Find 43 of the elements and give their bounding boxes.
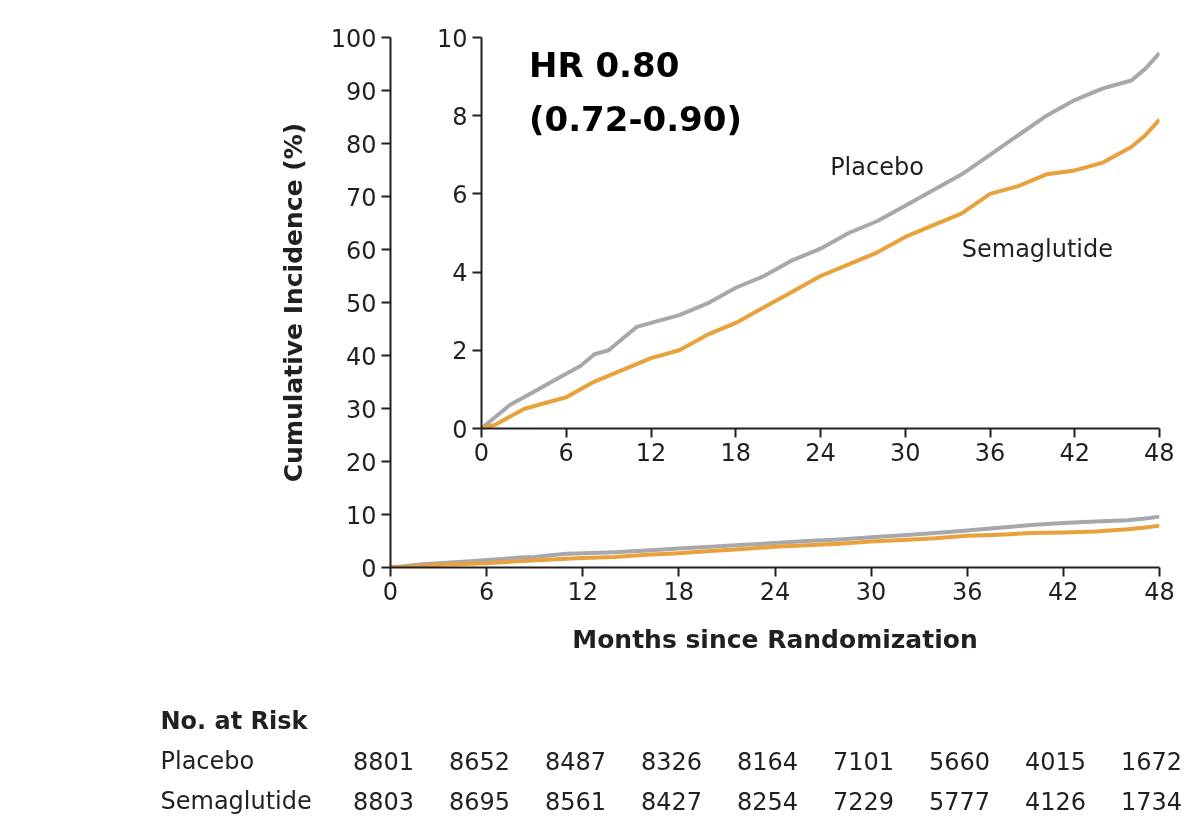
- x-tick-label: 0: [382, 577, 399, 606]
- y-tick-label: 80: [345, 130, 377, 159]
- x-tick-label: 42: [1059, 438, 1091, 467]
- y-tick-label: 0: [361, 554, 377, 583]
- y-tick-label: 2: [452, 337, 468, 366]
- y-tick-label: 10: [345, 501, 377, 530]
- y-tick-label: 70: [345, 183, 377, 212]
- y-tick-label: 40: [345, 342, 377, 371]
- annotation: HR 0.80 (0.72-0.90): [528, 45, 742, 140]
- x-tick-label: 48: [1143, 438, 1175, 467]
- y-tick-label: 8: [452, 102, 468, 131]
- y-tick-label: 60: [345, 236, 377, 265]
- y-tick-label: 30: [345, 395, 377, 424]
- x-tick-label: 30: [855, 577, 887, 606]
- x-tick-label: 12: [567, 577, 599, 606]
- text: Placebo 8801 8652 8487 8326 8164 7101 5660 4015 1672: [160, 746, 1183, 776]
- y-tick-label: 4: [452, 259, 468, 288]
- x-tick-label: 18: [663, 577, 695, 606]
- text: Semaglutide 8803 8695 8561 8427 8254 7229 5777 4126 1734: [160, 786, 1183, 816]
- x-tick-label: 42: [1048, 577, 1079, 606]
- y-tick-label: 90: [345, 77, 377, 106]
- x-tick-label: 6: [558, 438, 574, 467]
- x-tick-label: 24: [805, 438, 836, 467]
- y-tick-label: 100: [330, 24, 377, 53]
- y-axis-title: Cumulative Incidence (%): [278, 122, 308, 483]
- y-tick-label: 50: [345, 289, 377, 318]
- x-tick-label: 12: [635, 438, 667, 467]
- x-tick-label: 6: [478, 577, 495, 606]
- text: No. at Risk: [160, 706, 309, 735]
- x-tick-label: 36: [974, 438, 1006, 467]
- x-tick-label: 24: [759, 577, 791, 606]
- x-tick-label: 48: [1144, 577, 1175, 606]
- y-tick-label: 6: [452, 180, 468, 209]
- x-tick-label: 18: [720, 438, 752, 467]
- y-tick-label: 0: [452, 415, 468, 444]
- x-tick-label: 30: [889, 438, 921, 467]
- y-tick-label: 10: [436, 24, 468, 53]
- y-tick-label: 20: [345, 448, 377, 477]
- x-axis-title: Months since Randomization: [572, 624, 978, 654]
- x-tick-label: 36: [951, 577, 983, 606]
- series-label: Semaglutide: [961, 234, 1114, 263]
- x-tick-label: 0: [473, 438, 490, 467]
- series-label: Placebo: [830, 152, 924, 181]
